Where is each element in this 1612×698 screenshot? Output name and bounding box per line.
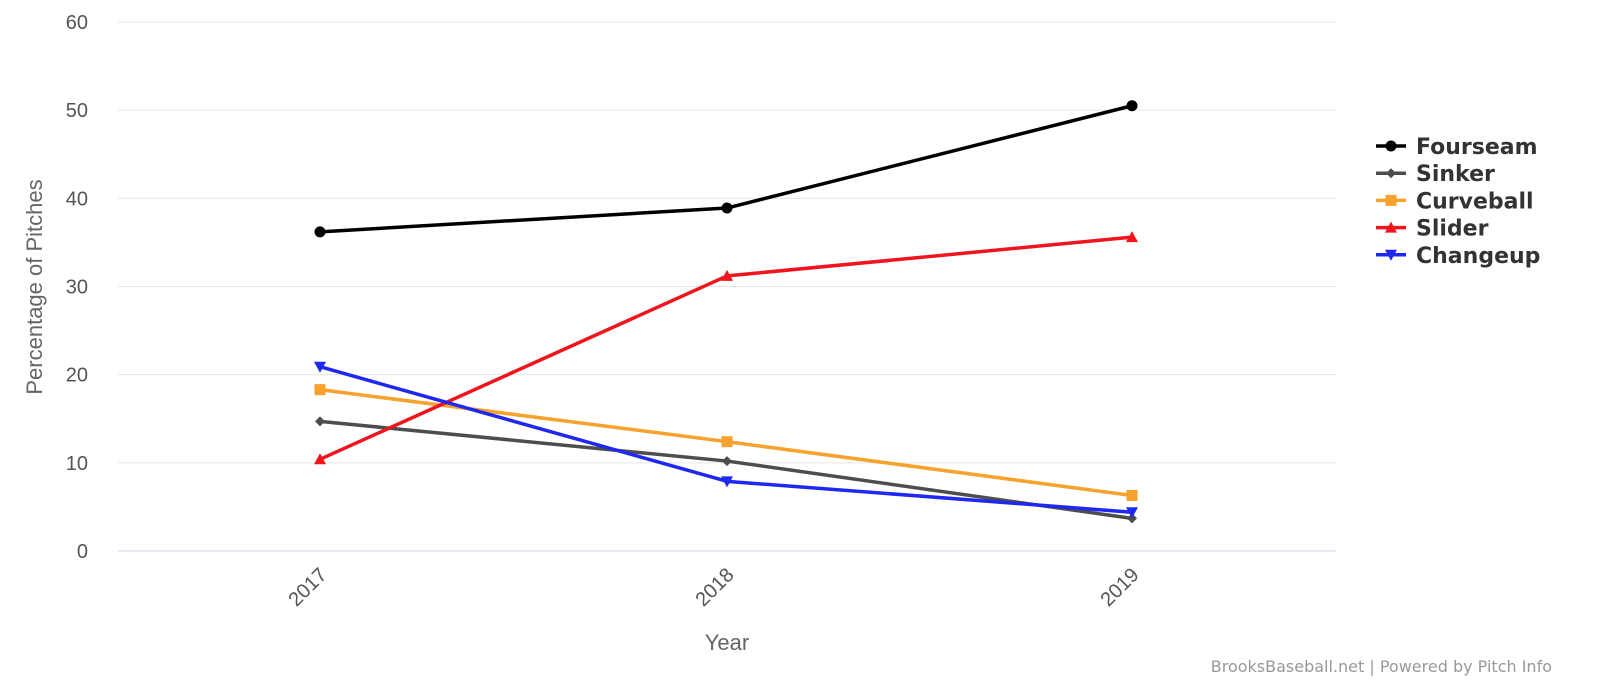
y-axis-title: Percentage of Pitches [22, 179, 47, 394]
legend-marker[interactable] [1385, 140, 1397, 152]
y-tick-label: 10 [66, 453, 88, 475]
legend-item-curveball[interactable]: Curveball [1376, 189, 1534, 214]
y-tick-label: 20 [66, 365, 88, 387]
legend-marker[interactable] [1385, 194, 1397, 206]
fourseam-point[interactable] [721, 202, 733, 214]
x-tick-label: 2019 [1097, 564, 1144, 611]
y-tick-label: 0 [77, 541, 88, 563]
series-curveball [314, 384, 1138, 501]
curveball-point[interactable] [721, 436, 733, 448]
x-tick-label: 2018 [692, 564, 739, 611]
legend-label: Sinker [1416, 162, 1495, 187]
legend-label: Fourseam [1416, 135, 1538, 160]
legend-item-fourseam[interactable]: Fourseam [1376, 135, 1538, 160]
curveball-point[interactable] [314, 384, 326, 396]
series-sinker [315, 416, 1137, 524]
x-axis-ticks: 2017 2018 2019 [285, 564, 1144, 611]
legend-marker[interactable] [1386, 168, 1396, 179]
slider-point[interactable] [721, 269, 733, 281]
series-lines [314, 100, 1138, 524]
legend-label: Slider [1416, 217, 1489, 242]
series-fourseam [314, 100, 1138, 238]
credits-text[interactable]: BrooksBaseball.net | Powered by Pitch In… [1211, 657, 1552, 676]
curveball-point[interactable] [1126, 489, 1138, 501]
slider-line[interactable] [318, 235, 1134, 462]
legend-label: Changeup [1416, 244, 1540, 269]
gridlines [118, 21, 1336, 552]
sinker-point[interactable] [1127, 513, 1137, 524]
y-tick-label: 30 [66, 277, 88, 299]
sinker-point[interactable] [315, 416, 325, 427]
changeup-point[interactable] [1126, 507, 1138, 519]
legend-marker[interactable] [1385, 249, 1397, 261]
series-changeup [314, 361, 1138, 519]
changeup-point[interactable] [314, 361, 326, 373]
y-tick-label: 60 [66, 12, 88, 34]
x-tick-label: 2017 [285, 564, 332, 611]
fourseam-point[interactable] [314, 226, 326, 238]
y-tick-label: 40 [66, 188, 88, 210]
changeup-point[interactable] [721, 476, 733, 488]
legend-label: Curveball [1416, 189, 1534, 214]
fourseam-point[interactable] [1126, 100, 1138, 112]
legend-marker[interactable] [1385, 221, 1397, 233]
y-tick-label: 50 [66, 100, 88, 122]
series-slider [314, 231, 1138, 465]
slider-point[interactable] [314, 453, 326, 465]
legend-item-sinker[interactable]: Sinker [1376, 162, 1495, 187]
legend-item-changeup[interactable]: Changeup [1376, 244, 1540, 269]
x-axis-title: Year [705, 630, 749, 655]
legend-item-slider[interactable]: Slider [1376, 217, 1489, 242]
y-axis-ticks: 0 10 20 30 40 50 60 [66, 12, 88, 563]
slider-point[interactable] [1126, 231, 1138, 243]
sinker-point[interactable] [722, 456, 732, 467]
